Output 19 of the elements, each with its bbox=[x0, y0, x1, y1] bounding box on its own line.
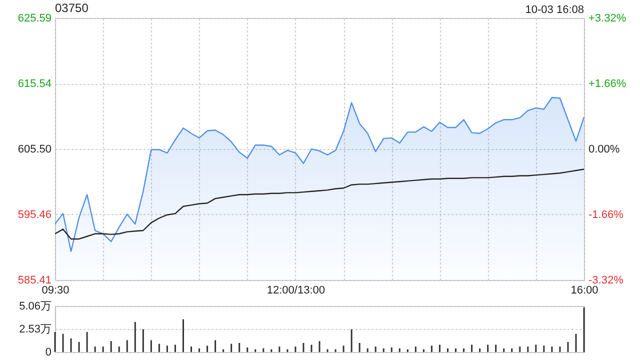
x-tick-label: 09:30 bbox=[42, 284, 70, 296]
y2-tick-label: +1.66% bbox=[588, 78, 626, 90]
y2-tick-label: +3.32% bbox=[588, 12, 626, 24]
y-tick-label: 585.41 bbox=[18, 274, 52, 286]
y2-tick-label: -1.66% bbox=[588, 209, 624, 221]
y-tick-label: 605.50 bbox=[18, 144, 52, 156]
y-tick-label: 0 bbox=[45, 346, 52, 358]
text: 10-03 16:08 bbox=[525, 4, 584, 16]
y2-tick-label: 0.00% bbox=[588, 144, 620, 156]
y2-tick-label: -3.32% bbox=[588, 274, 624, 286]
chart-title: 03750 bbox=[55, 1, 89, 15]
y-tick-label: 615.54 bbox=[18, 78, 52, 90]
y-tick-label: 625.59 bbox=[18, 12, 52, 24]
x-tick-label: 12:00/13:00 bbox=[266, 284, 326, 296]
y-tick-label: 595.46 bbox=[18, 208, 52, 221]
y-tick-label: 2.53万 bbox=[19, 324, 52, 336]
x-tick-label: 16:00 bbox=[570, 284, 598, 296]
y-tick-label: 5.06万 bbox=[19, 300, 52, 312]
line-series bbox=[55, 168, 584, 240]
